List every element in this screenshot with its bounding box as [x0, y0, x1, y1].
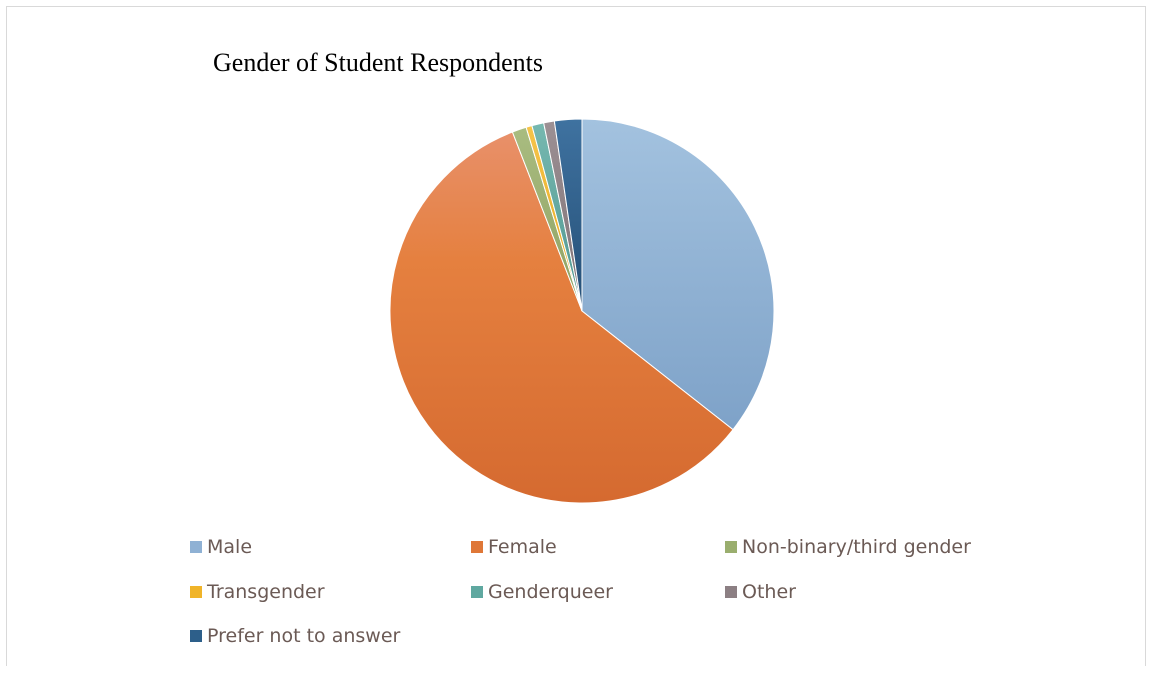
legend-label: Male — [207, 536, 253, 558]
pie-slice-female — [389, 131, 734, 504]
legend-item-prefer-not-to-answer: Prefer not to answer — [190, 625, 400, 647]
pie-slice-male — [581, 118, 775, 431]
legend-label: Genderqueer — [488, 581, 613, 603]
legend-item-transgender: Transgender — [190, 581, 325, 603]
legend-swatch — [471, 541, 483, 553]
legend-label: Prefer not to answer — [207, 625, 401, 647]
legend-swatch — [725, 541, 737, 553]
legend-swatch — [190, 586, 202, 598]
legend-item-male: Male — [190, 536, 252, 558]
legend-item-non-binary-third-gender: Non-binary/third gender — [725, 536, 971, 558]
legend-item-genderqueer: Genderqueer — [471, 581, 613, 603]
legend-label: Other — [742, 581, 796, 603]
legend-label: Female — [488, 536, 557, 558]
legend-item-other: Other — [725, 581, 796, 603]
pie-slice-prefer-not-to-answer — [553, 118, 583, 312]
legend-swatch — [190, 541, 202, 553]
legend-swatch — [471, 586, 483, 598]
legend-label: Transgender — [207, 581, 325, 603]
legend-swatch — [725, 586, 737, 598]
legend-item-female: Female — [471, 536, 557, 558]
chart-title: Gender of Student Respondents — [213, 48, 544, 77]
legend-label: Non-binary/third gender — [742, 536, 971, 558]
legend-swatch — [190, 630, 202, 642]
